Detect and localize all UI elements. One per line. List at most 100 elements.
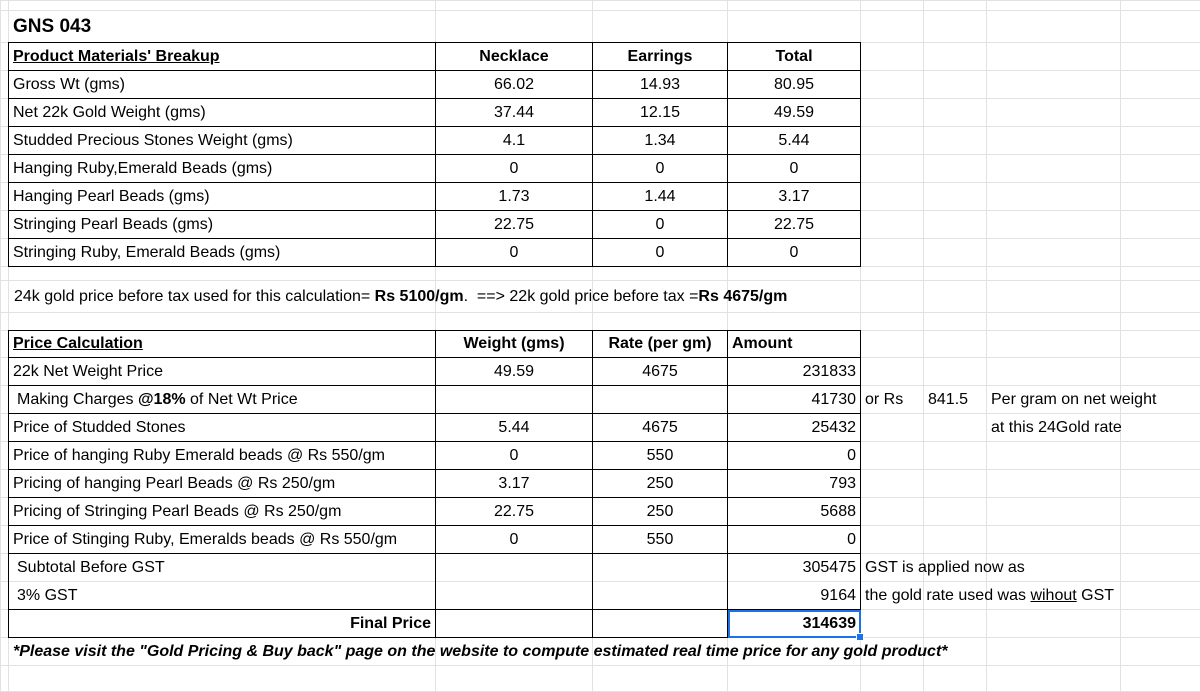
subtotal-label[interactable]: Subtotal Before GST xyxy=(9,554,436,582)
price-header-rate[interactable]: Rate (per gm) xyxy=(593,331,728,358)
sheet-cell[interactable] xyxy=(1,554,9,582)
price-rate-value[interactable]: 550 xyxy=(593,526,728,554)
sheet-cell[interactable] xyxy=(728,267,861,281)
sheet-cell[interactable] xyxy=(861,281,924,313)
sheet-title[interactable]: GNS 043 xyxy=(9,11,436,43)
sheet-cell[interactable] xyxy=(1,183,9,211)
sheet-cell[interactable] xyxy=(924,11,987,43)
sheet-cell[interactable] xyxy=(728,313,861,331)
sheet-cell[interactable] xyxy=(987,331,1121,358)
sheet-cell[interactable] xyxy=(1,526,9,554)
sheet-cell[interactable] xyxy=(924,331,987,358)
sheet-cell[interactable] xyxy=(1121,99,1200,127)
sheet-cell[interactable] xyxy=(987,99,1121,127)
sheet-cell[interactable] xyxy=(1,11,9,43)
materials-necklace-value[interactable]: 66.02 xyxy=(436,71,593,99)
price-rate-value[interactable]: 550 xyxy=(593,442,728,470)
sheet-cell[interactable] xyxy=(1121,666,1200,692)
materials-earrings-value[interactable]: 0 xyxy=(593,239,728,267)
rate-note[interactable]: at this 24Gold rate xyxy=(987,414,1121,442)
materials-earrings-value[interactable]: 0 xyxy=(593,155,728,183)
sheet-cell[interactable] xyxy=(593,386,728,414)
sheet-cell[interactable] xyxy=(1,211,9,239)
price-rate-value[interactable]: 250 xyxy=(593,498,728,526)
materials-earrings-value[interactable]: 14.93 xyxy=(593,71,728,99)
materials-necklace-value[interactable]: 1.73 xyxy=(436,183,593,211)
per-gram-value[interactable]: 841.5 xyxy=(924,386,987,414)
sheet-cell[interactable] xyxy=(1121,582,1200,610)
price-amount-value[interactable]: 0 xyxy=(728,442,861,470)
sheet-cell[interactable] xyxy=(987,442,1121,470)
sheet-cell[interactable] xyxy=(987,1,1121,11)
sheet-cell[interactable] xyxy=(1121,526,1200,554)
sheet-cell[interactable] xyxy=(1,666,9,692)
sheet-cell[interactable] xyxy=(1121,1,1200,11)
sheet-cell[interactable] xyxy=(861,99,924,127)
materials-row-label[interactable]: Stringing Pearl Beads (gms) xyxy=(9,211,436,239)
sheet-cell[interactable] xyxy=(861,71,924,99)
sheet-cell[interactable] xyxy=(1,470,9,498)
price-header-weight[interactable]: Weight (gms) xyxy=(436,331,593,358)
sheet-cell[interactable] xyxy=(924,99,987,127)
sheet-cell[interactable] xyxy=(987,155,1121,183)
sheet-cell[interactable] xyxy=(9,1,436,11)
sheet-cell[interactable] xyxy=(861,498,924,526)
sheet-cell[interactable] xyxy=(861,239,924,267)
sheet-cell[interactable] xyxy=(1121,71,1200,99)
sheet-cell[interactable] xyxy=(9,313,436,331)
sheet-cell[interactable] xyxy=(861,155,924,183)
sheet-cell[interactable] xyxy=(1,313,9,331)
materials-header-earrings[interactable]: Earrings xyxy=(593,43,728,71)
sheet-cell[interactable] xyxy=(1,99,9,127)
sheet-cell[interactable] xyxy=(924,71,987,99)
materials-header-necklace[interactable]: Necklace xyxy=(436,43,593,71)
sheet-cell[interactable] xyxy=(924,358,987,386)
sheet-cell[interactable] xyxy=(987,610,1121,638)
price-weight-value[interactable]: 0 xyxy=(436,526,593,554)
sheet-cell[interactable] xyxy=(987,239,1121,267)
sheet-cell[interactable] xyxy=(987,470,1121,498)
materials-earrings-value[interactable]: 1.34 xyxy=(593,127,728,155)
sheet-cell[interactable] xyxy=(861,666,924,692)
price-amount-value[interactable]: 793 xyxy=(728,470,861,498)
sheet-cell[interactable] xyxy=(436,554,593,582)
materials-necklace-value[interactable]: 4.1 xyxy=(436,127,593,155)
gst-note-1[interactable]: GST is applied now as xyxy=(861,554,924,582)
materials-row-label[interactable]: Net 22k Gold Weight (gms) xyxy=(9,99,436,127)
sheet-cell[interactable] xyxy=(1121,554,1200,582)
materials-row-label[interactable]: Studded Precious Stones Weight (gms) xyxy=(9,127,436,155)
materials-total-value[interactable]: 0 xyxy=(728,239,861,267)
sheet-cell[interactable] xyxy=(861,331,924,358)
sheet-cell[interactable] xyxy=(1121,211,1200,239)
sheet-cell[interactable] xyxy=(1,331,9,358)
sheet-cell[interactable] xyxy=(1,582,9,610)
sheet-cell[interactable] xyxy=(924,127,987,155)
subtotal-amount[interactable]: 305475 xyxy=(728,554,861,582)
sheet-cell[interactable] xyxy=(436,1,593,11)
price-amount-value[interactable]: 25432 xyxy=(728,414,861,442)
sheet-cell[interactable] xyxy=(924,470,987,498)
final-price-amount[interactable]: 314639 xyxy=(728,610,861,638)
sheet-cell[interactable] xyxy=(593,1,728,11)
sheet-cell[interactable] xyxy=(1,442,9,470)
sheet-cell[interactable] xyxy=(593,554,728,582)
materials-row-label[interactable]: Hanging Ruby,Emerald Beads (gms) xyxy=(9,155,436,183)
price-rate-value[interactable]: 4675 xyxy=(593,358,728,386)
price-row-label[interactable]: Price of hanging Ruby Emerald beads @ Rs… xyxy=(9,442,436,470)
sheet-cell[interactable] xyxy=(861,127,924,155)
sheet-cell[interactable] xyxy=(924,313,987,331)
sheet-cell[interactable] xyxy=(987,43,1121,71)
sheet-cell[interactable] xyxy=(1121,313,1200,331)
gst-note-2[interactable]: the gold rate used was wihout GST xyxy=(861,582,924,610)
sheet-cell[interactable] xyxy=(987,183,1121,211)
sheet-cell[interactable] xyxy=(861,11,924,43)
sheet-cell[interactable] xyxy=(987,127,1121,155)
making-charges-label[interactable]: Making Charges @18% of Net Wt Price xyxy=(9,386,436,414)
materials-earrings-value[interactable]: 12.15 xyxy=(593,99,728,127)
sheet-cell[interactable] xyxy=(1,386,9,414)
sheet-cell[interactable] xyxy=(987,211,1121,239)
materials-necklace-value[interactable]: 0 xyxy=(436,155,593,183)
sheet-cell[interactable] xyxy=(987,11,1121,43)
sheet-cell[interactable] xyxy=(1121,610,1200,638)
sheet-cell[interactable] xyxy=(1121,470,1200,498)
